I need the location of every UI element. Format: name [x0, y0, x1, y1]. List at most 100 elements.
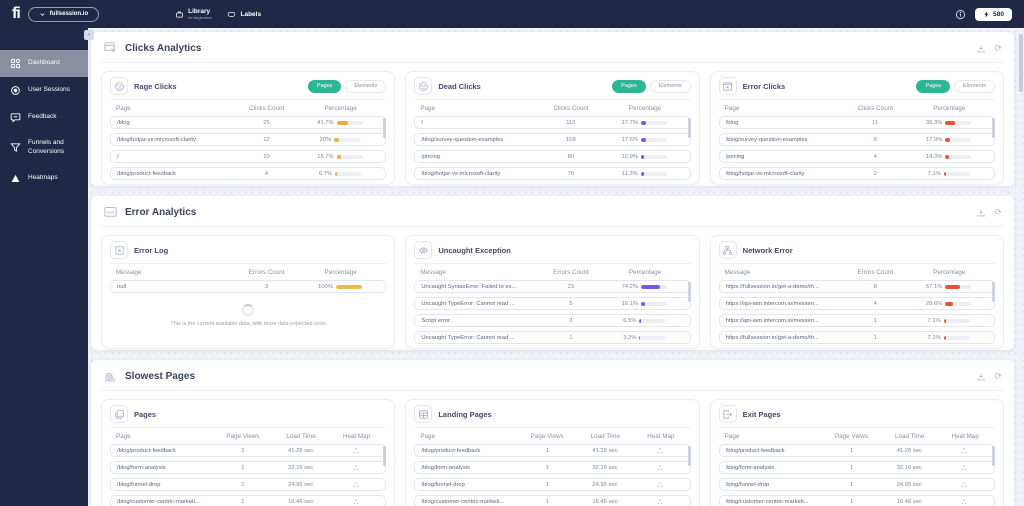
- sidebar-item-dashboard[interactable]: Dashboard: [0, 50, 88, 77]
- heatmap-icon[interactable]: [941, 447, 988, 455]
- card-scrollbar[interactable]: [991, 282, 995, 302]
- card-scrollbar[interactable]: [687, 118, 691, 138]
- heatmap-icon[interactable]: [636, 498, 683, 506]
- table-row[interactable]: /blog/survey-question-examples 5 17.9%: [718, 133, 995, 146]
- table-row[interactable]: Uncaught SyntaxError: Failed to ex... 23…: [414, 280, 691, 293]
- heatmap-icon[interactable]: [636, 464, 683, 472]
- labels-button[interactable]: Labels: [227, 10, 261, 19]
- table-row[interactable]: /blog 25 41.7%: [110, 116, 387, 129]
- sidebar-item-feedback[interactable]: Feedback: [0, 104, 88, 131]
- download-icon[interactable]: [976, 208, 986, 218]
- heatmap-icon[interactable]: [332, 481, 379, 489]
- table-row[interactable]: /blog/hotjar-vs-microsoft-clarity 70 11.…: [414, 167, 691, 180]
- badge-group: Pages Elements: [612, 79, 691, 93]
- column-header: Errors Count: [248, 269, 285, 276]
- table-row[interactable]: /blog/product-feedback 1 41.28 sec: [414, 444, 691, 457]
- heatmap-icon[interactable]: [332, 498, 379, 506]
- page-cell: /: [421, 119, 423, 126]
- page-cell: /blog/form-analysis: [725, 464, 775, 471]
- sidebar-item-heatmaps[interactable]: Heatmaps: [0, 165, 88, 192]
- column-header: Clicks Count: [553, 105, 589, 112]
- column-header: Clicks Count: [857, 105, 893, 112]
- table-row[interactable]: Uncaught TypeError: Cannot read ... 5 16…: [414, 297, 691, 310]
- heatmap-icon[interactable]: [332, 447, 379, 455]
- card-scrollbar[interactable]: [383, 446, 387, 466]
- library-button[interactable]: Library for beginners: [175, 8, 211, 20]
- count-cell: 11: [872, 119, 879, 126]
- table-row[interactable]: /blog/hotjar-vs-microsoft-clarity 2 7.1%: [718, 167, 995, 180]
- download-icon[interactable]: [976, 44, 986, 54]
- sidebar-item-funnels-and-conversions[interactable]: Funnels and Conversions: [0, 131, 88, 165]
- table-row[interactable]: https://fullsession.io/get-a-demo/th... …: [718, 280, 995, 293]
- count-cell: 10: [263, 153, 270, 160]
- error-window-icon: [718, 77, 737, 95]
- info-icon[interactable]: [955, 9, 966, 20]
- table-row[interactable]: /blog/form-analysis 1 32.16 sec: [110, 461, 387, 474]
- badge-elements[interactable]: Elements: [954, 79, 995, 93]
- sidebar-item-label: User Sessions: [28, 86, 70, 94]
- table-row[interactable]: /blog/customer-centric-marketi... 1 16.4…: [718, 495, 995, 506]
- heatmap-icon[interactable]: [636, 447, 683, 455]
- card-landing-pages: Landing Pages Page Page Views Load Time Hea…: [405, 399, 700, 506]
- table-row[interactable]: / 10 16.7%: [110, 150, 387, 163]
- table-row[interactable]: / 110 17.7%: [414, 116, 691, 129]
- credits-button[interactable]: 580: [975, 7, 1012, 21]
- table-row[interactable]: /blog/product-feedback 1 41.28 sec: [718, 444, 995, 457]
- heatmap-icon[interactable]: [941, 481, 988, 489]
- table-row[interactable]: Uncaught TypeError: Cannot read ... 1 3.…: [414, 331, 691, 344]
- sidebar-item-user-sessions[interactable]: User Sessions: [0, 77, 88, 104]
- count-cell: 12: [263, 136, 270, 143]
- badge-elements[interactable]: Elements: [345, 79, 387, 93]
- table-row[interactable]: /blog/product-feedback 4 6.7%: [110, 167, 387, 180]
- badge-elements[interactable]: Elements: [649, 79, 691, 93]
- card-scrollbar[interactable]: [687, 282, 691, 302]
- error-analytics-icon: 404: [103, 205, 118, 220]
- table-row[interactable]: /blog/form-analysis 1 32.16 sec: [414, 461, 691, 474]
- table-row[interactable]: /blog/customer-centric-marketi... 1 16.4…: [414, 495, 691, 506]
- card-scrollbar[interactable]: [991, 118, 995, 138]
- table-row[interactable]: /blog/funnel-drop 1 24.95 sec: [718, 478, 995, 491]
- percentage-cell: 39.3%: [909, 120, 988, 126]
- table-row[interactable]: null 3 100%: [110, 280, 387, 293]
- table-row[interactable]: /blog/funnel-drop 1 24.95 sec: [414, 478, 691, 491]
- workspace-selector[interactable]: fullsession.io: [27, 6, 100, 22]
- table-row[interactable]: /blog/customer-centric-marketi... 1 16.4…: [110, 495, 387, 506]
- heatmap-icon[interactable]: [941, 498, 988, 506]
- table-row[interactable]: /blog/product-feedback 1 41.28 sec: [110, 444, 387, 457]
- table-row[interactable]: /pricing 80 12.9%: [414, 150, 691, 163]
- table-row[interactable]: https://api-iam.intercom.io/messen... 1 …: [718, 314, 995, 327]
- heatmap-icon: [10, 173, 21, 184]
- refresh-icon[interactable]: ⟳: [994, 371, 1002, 381]
- column-header: Percentage: [324, 105, 357, 112]
- table-row[interactable]: https://fullsession.io/get-a-demo/th... …: [718, 331, 995, 344]
- table-row[interactable]: Script error. 2 6.5%: [414, 314, 691, 327]
- page-cell: /pricing: [421, 153, 441, 160]
- badge-pages[interactable]: Pages: [307, 79, 342, 93]
- table-row[interactable]: /blog 11 39.3%: [718, 116, 995, 129]
- percentage-bar: [945, 301, 972, 306]
- table-row[interactable]: /blog/hotjar-vs-microsoft-clarity 12 20%: [110, 133, 387, 146]
- card-scrollbar[interactable]: [687, 446, 691, 466]
- download-icon[interactable]: [976, 372, 986, 382]
- card-scrollbar[interactable]: [383, 118, 387, 138]
- heatmap-icon[interactable]: [332, 464, 379, 472]
- page-scrollbar[interactable]: [1019, 34, 1023, 92]
- badge-pages[interactable]: Pages: [612, 79, 646, 93]
- table-row[interactable]: /pricing 4 14.3%: [718, 150, 995, 163]
- refresh-icon[interactable]: ⟳: [994, 43, 1002, 53]
- card-error-log: Error Log Message Errors Count Percentage …: [101, 235, 396, 349]
- topbar: fi fullsession.io Library for beginners: [0, 0, 1024, 28]
- badge-pages[interactable]: Pages: [916, 79, 951, 93]
- refresh-icon[interactable]: ⟳: [994, 207, 1002, 217]
- card-scrollbar[interactable]: [991, 446, 995, 466]
- heatmap-icon[interactable]: [636, 481, 683, 489]
- heatmap-icon[interactable]: [941, 464, 988, 472]
- table-body: https://fullsession.io/get-a-demo/th... …: [718, 280, 995, 344]
- table-row[interactable]: https://api-iam.intercom.io/messen... 4 …: [718, 297, 995, 310]
- table-row[interactable]: /blog/funnel-drop 1 24.95 sec: [110, 478, 387, 491]
- table-row[interactable]: /blog/form-analysis 1 32.16 sec: [718, 461, 995, 474]
- percentage-value: 6.7%: [318, 170, 333, 177]
- sidebar-collapse-button[interactable]: ‹: [84, 30, 94, 40]
- dashboard-icon: [10, 58, 21, 69]
- table-row[interactable]: /blog/survey-question-examples 109 17.6%: [414, 133, 691, 146]
